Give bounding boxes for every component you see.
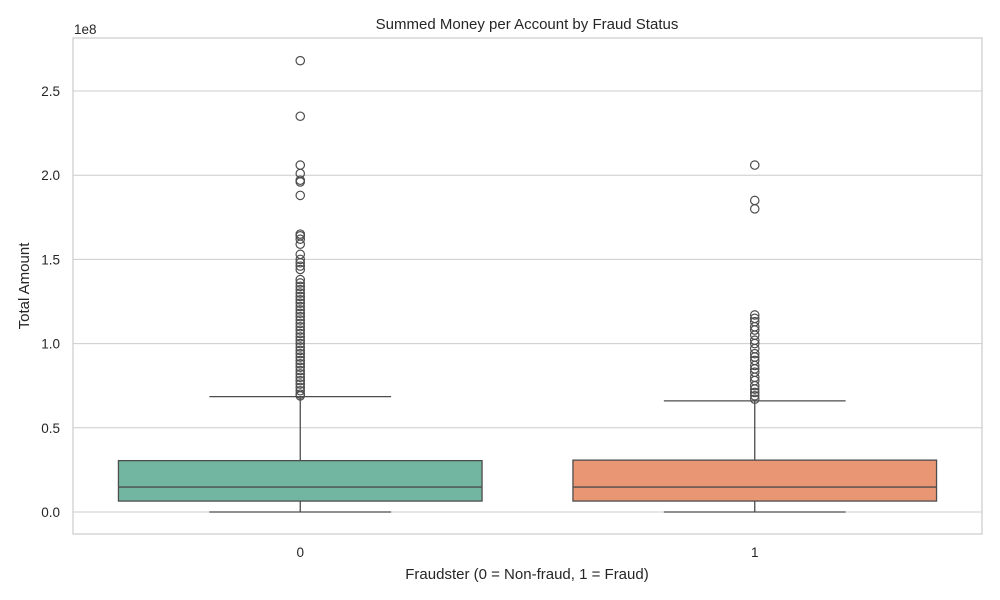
iqr-box xyxy=(572,459,938,502)
y-tick-label: 0.0 xyxy=(41,505,60,520)
outlier-point xyxy=(295,281,306,292)
outlier-point xyxy=(295,305,306,315)
outlier-point xyxy=(295,335,306,346)
outlier-point xyxy=(295,385,306,396)
x-tick-label: 0 xyxy=(296,545,304,560)
outlier-point xyxy=(295,284,306,295)
x-axis-label: Fraudster (0 = Non-fraud, 1 = Fraud) xyxy=(405,566,648,583)
outlier-point xyxy=(295,375,306,386)
y-tick-label: 2.5 xyxy=(41,84,60,99)
outlier-point xyxy=(295,372,306,383)
grid-layer xyxy=(73,90,982,513)
outlier-point xyxy=(749,387,760,398)
x-tick-label: 1 xyxy=(751,545,759,560)
outlier-point xyxy=(295,348,306,359)
outlier-point xyxy=(749,380,760,391)
outlier-point xyxy=(749,310,760,320)
outlier-point xyxy=(749,338,760,349)
outlier-point xyxy=(295,338,306,349)
outlier-point xyxy=(295,291,306,302)
outlier-point xyxy=(749,394,760,404)
iqr-box xyxy=(117,459,483,502)
box-group-1 xyxy=(572,160,938,513)
outlier-point xyxy=(295,257,306,268)
outlier-point xyxy=(749,360,760,371)
outlier-point xyxy=(295,301,306,312)
plot-frame xyxy=(72,37,983,535)
outlier-point xyxy=(295,55,306,66)
outlier-point xyxy=(295,295,306,305)
outlier-point xyxy=(295,239,306,250)
outlier-point xyxy=(295,342,306,352)
outlier-point xyxy=(295,274,306,285)
outlier-point xyxy=(749,160,760,170)
outlier-point xyxy=(295,352,306,362)
y-offset-text: 1e8 xyxy=(74,22,97,37)
y-tick-label: 1.0 xyxy=(41,337,60,352)
outlier-point xyxy=(749,348,760,359)
y-tick-label: 0.5 xyxy=(41,421,60,436)
outlier-point xyxy=(295,308,306,319)
outlier-point xyxy=(295,355,306,366)
outlier-point xyxy=(295,160,306,170)
outlier-point xyxy=(749,195,760,206)
outlier-point xyxy=(295,111,306,122)
y-tick-label: 1.5 xyxy=(41,252,60,267)
outlier-point xyxy=(295,369,306,379)
outlier-point xyxy=(295,345,306,356)
chart-title: Summed Money per Account by Fraud Status xyxy=(376,16,679,33)
outlier-point xyxy=(295,325,306,335)
y-axis-label: Total Amount xyxy=(16,242,33,330)
outlier-point xyxy=(295,264,306,275)
outlier-point xyxy=(295,391,306,401)
outlier-point xyxy=(295,261,306,271)
box-layer xyxy=(117,55,938,513)
outlier-point xyxy=(295,332,306,342)
outlier-point xyxy=(295,177,306,187)
outlier-point xyxy=(295,315,306,325)
outlier-point xyxy=(295,234,306,244)
outlier-point xyxy=(295,359,306,369)
outlier-point xyxy=(295,278,306,288)
y-tick-labels: 0.0 0.5 1.0 1.5 2.0 2.5 xyxy=(41,84,60,520)
outlier-point xyxy=(749,204,760,214)
box-group-0 xyxy=(117,55,483,513)
outlier-point xyxy=(295,379,306,389)
outlier-point xyxy=(295,190,306,201)
outlier-point xyxy=(295,311,306,322)
outlier-point xyxy=(295,254,306,265)
outlier-point xyxy=(295,298,306,308)
outlier-point xyxy=(749,391,760,401)
outlier-point xyxy=(295,365,306,376)
outlier-point xyxy=(295,362,306,372)
outlier-point xyxy=(295,318,306,329)
y-tick-label: 2.0 xyxy=(41,168,60,183)
outlier-point xyxy=(295,328,306,339)
outlier-point xyxy=(295,288,306,298)
outlier-point xyxy=(295,321,306,332)
outlier-point xyxy=(749,384,760,394)
outlier-point xyxy=(749,325,760,335)
